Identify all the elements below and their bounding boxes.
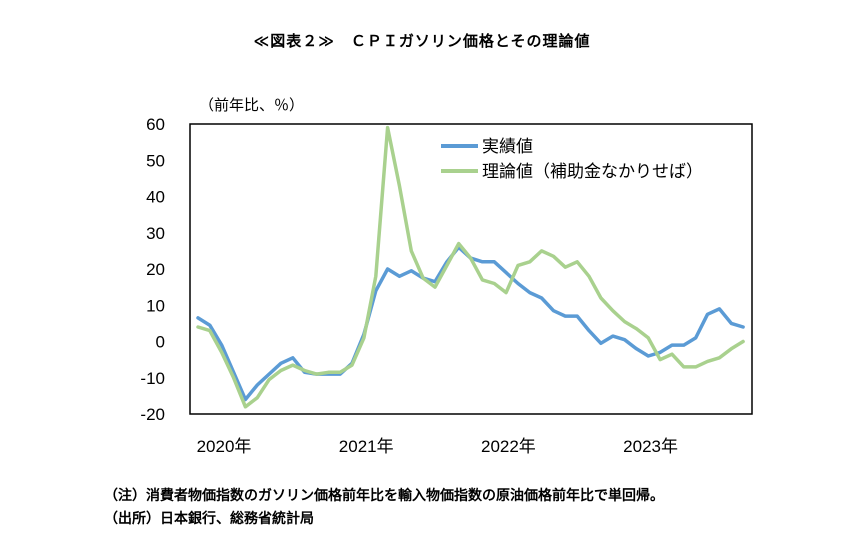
y-tick-label: 40 xyxy=(146,188,165,207)
y-axis-label: （前年比、％） xyxy=(199,96,305,114)
plot-frame xyxy=(189,123,753,415)
y-tick-label: 50 xyxy=(146,151,165,170)
y-tick-label: 20 xyxy=(146,260,165,279)
chart-area: 60 50 40 30 20 10 0 -10 -20 2020年 2021年 2022年 2023年… xyxy=(140,115,753,456)
y-tick-label: 10 xyxy=(146,296,165,315)
x-tick-label: 2021年 xyxy=(339,437,394,456)
y-tick-label: 0 xyxy=(156,333,165,352)
series-line-1 xyxy=(196,125,745,409)
y-tick-label: -20 xyxy=(140,405,165,424)
y-tick-label: 60 xyxy=(146,115,165,134)
legend-label-0: 実績値 xyxy=(482,137,533,157)
x-tick-label: 2022年 xyxy=(481,437,536,456)
footnote-note: （注）消費者物価指数のガソリン価格前年比を輸入物価指数の原油価格前年比で単回帰。 xyxy=(104,488,664,504)
legend-label-1: 理論値（補助金なかりせば） xyxy=(482,162,703,182)
y-tick-label: 30 xyxy=(146,224,165,243)
footnote-source: （出所）日本銀行、総務省統計局 xyxy=(104,511,314,527)
x-tick-label: 2023年 xyxy=(623,437,678,456)
series-line-0 xyxy=(196,245,745,402)
x-tick-label: 2020年 xyxy=(197,437,252,456)
chart-title: ≪図表２≫ ＣＰＩガソリン価格とその理論値 xyxy=(253,32,591,50)
y-tick-label: -10 xyxy=(140,369,165,388)
